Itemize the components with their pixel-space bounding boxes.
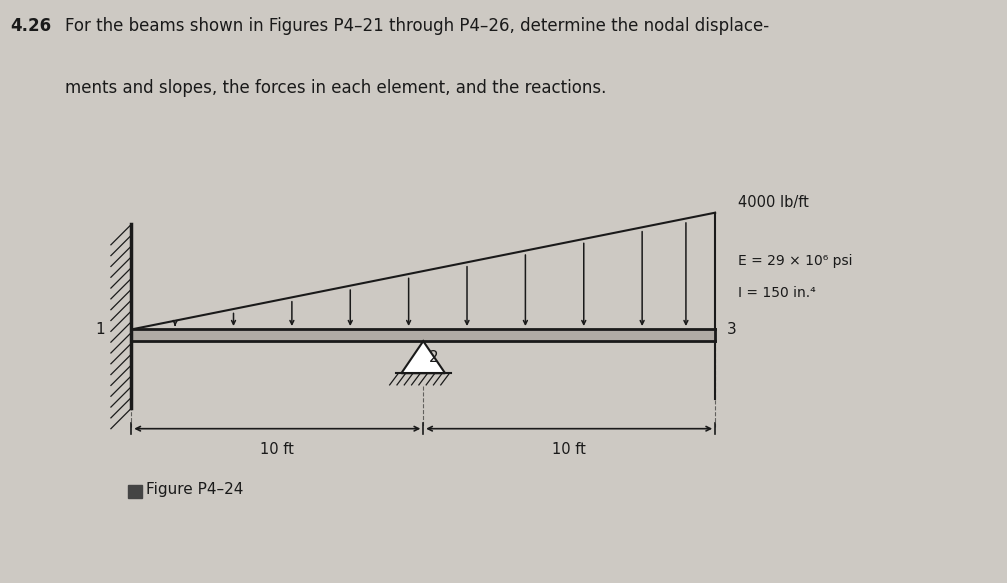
Text: I = 150 in.⁴: I = 150 in.⁴ [738,286,817,300]
Text: ments and slopes, the forces in each element, and the reactions.: ments and slopes, the forces in each ele… [65,79,607,97]
Bar [129,485,142,498]
Text: 10 ft: 10 ft [261,442,294,457]
Text: 1: 1 [96,322,105,337]
Text: 2: 2 [429,350,439,365]
Text: 4000 lb/ft: 4000 lb/ft [738,195,810,210]
Text: E = 29 × 10⁶ psi: E = 29 × 10⁶ psi [738,254,853,268]
Text: 10 ft: 10 ft [552,442,586,457]
Text: Figure P4–24: Figure P4–24 [146,483,244,497]
Text: 4.26: 4.26 [10,17,51,36]
Text: 3: 3 [727,322,736,337]
Polygon shape [402,341,445,373]
Text: For the beams shown in Figures P4–21 through P4–26, determine the nodal displace: For the beams shown in Figures P4–21 thr… [65,17,769,36]
